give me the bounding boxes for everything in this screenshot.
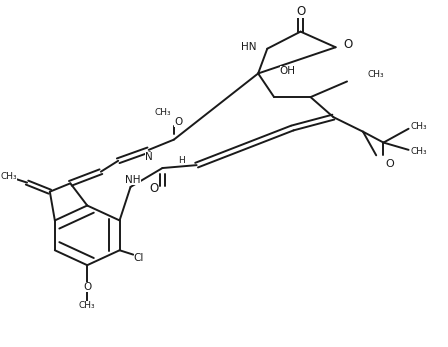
Text: O: O bbox=[344, 38, 353, 51]
Text: O: O bbox=[385, 159, 394, 169]
Text: NH: NH bbox=[125, 176, 141, 185]
Text: HN: HN bbox=[241, 42, 257, 52]
Text: O: O bbox=[296, 5, 305, 18]
Text: O: O bbox=[83, 282, 91, 292]
Text: CH₃: CH₃ bbox=[411, 147, 427, 156]
Text: O: O bbox=[150, 181, 159, 195]
Text: N: N bbox=[145, 152, 153, 162]
Text: O: O bbox=[174, 117, 182, 127]
Text: CH₃: CH₃ bbox=[79, 301, 95, 310]
Text: H: H bbox=[178, 155, 185, 164]
Text: OH: OH bbox=[280, 66, 296, 76]
Text: CH₃: CH₃ bbox=[154, 108, 171, 117]
Text: CH₃: CH₃ bbox=[367, 70, 384, 79]
Text: CH₃: CH₃ bbox=[0, 171, 17, 180]
Text: Cl: Cl bbox=[134, 253, 144, 263]
Text: CH₃: CH₃ bbox=[411, 122, 427, 132]
